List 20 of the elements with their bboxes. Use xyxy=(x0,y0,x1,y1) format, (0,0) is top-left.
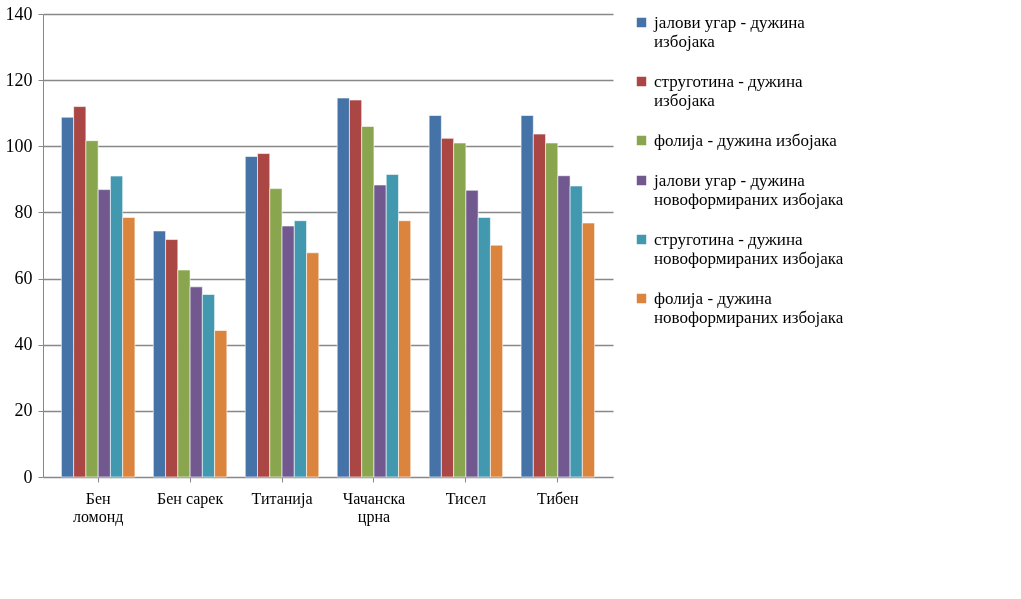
y-tick-label: 100 xyxy=(5,135,33,156)
y-tick-label: 60 xyxy=(14,268,33,289)
y-tick-label: 140 xyxy=(5,3,33,24)
x-tick-label: Бен сарек xyxy=(157,489,224,508)
legend-label: струготина - дужина избојака xyxy=(654,71,803,110)
y-tick-label: 20 xyxy=(14,400,33,421)
x-tick-label: Тибен xyxy=(537,489,580,507)
x-tick-label: Чачанска црна xyxy=(342,489,406,526)
x-tick-label: Тисел xyxy=(445,489,487,507)
legend-label: фолија - дужина избојака xyxy=(654,130,838,150)
x-tick-label: Титанија xyxy=(251,489,313,508)
y-tick-label: 40 xyxy=(14,334,33,355)
y-tick-label: 0 xyxy=(23,466,33,487)
y-tick-label: 120 xyxy=(5,69,33,90)
legend-label: фолија - дужина новоформираних избојака xyxy=(654,288,844,327)
legend-label: јалови угар - дужина новоформираних избојака xyxy=(653,170,844,209)
legend-label: струготина - дужина новоформираних избојака xyxy=(654,229,844,268)
x-tick-label: Бен ломонд xyxy=(72,489,124,526)
y-tick-label: 80 xyxy=(14,201,33,222)
legend-label: јалови угар - дужина избојака xyxy=(653,12,806,51)
